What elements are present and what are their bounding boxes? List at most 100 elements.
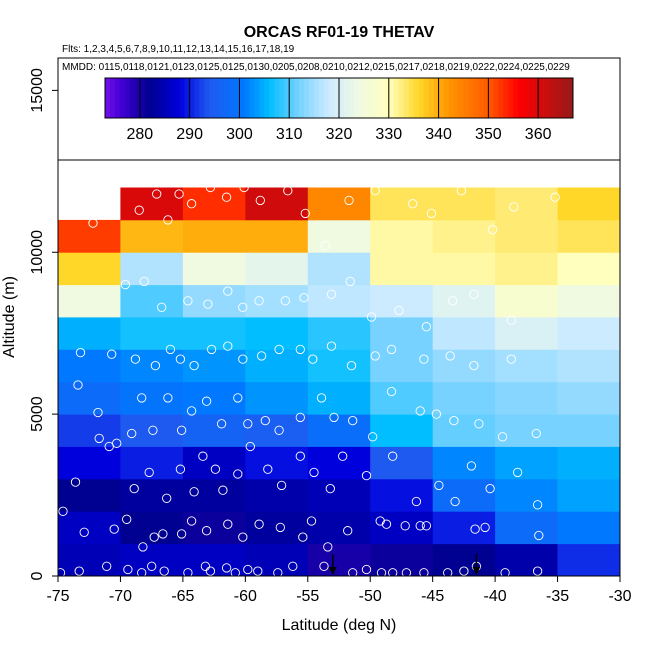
observation-point xyxy=(388,451,398,461)
colorbar-swatch xyxy=(478,78,484,118)
colorbar-swatch xyxy=(164,78,171,118)
observation-point xyxy=(343,526,353,536)
colorbar-swatch xyxy=(289,78,295,118)
colorbar-swatch xyxy=(383,78,390,118)
heatmap-cell xyxy=(370,478,433,512)
heatmap-cell xyxy=(495,187,558,221)
observation-point xyxy=(134,205,144,215)
observation-point xyxy=(260,415,270,426)
observation-point xyxy=(223,519,233,529)
heatmap-cell xyxy=(495,284,558,318)
heatmap-cell xyxy=(245,317,309,350)
observation-point xyxy=(295,451,305,461)
colorbar-swatch xyxy=(119,78,126,118)
observation-point xyxy=(70,477,81,487)
colorbar-swatch xyxy=(144,78,151,118)
x-tick-label: -45 xyxy=(421,588,444,605)
colorbar-tick-label: 280 xyxy=(126,126,153,143)
heatmap-cell xyxy=(495,478,558,512)
observation-point xyxy=(497,432,508,442)
observation-point xyxy=(255,195,265,206)
observation-point xyxy=(431,409,442,419)
heatmap-cell xyxy=(432,252,496,286)
observation-point xyxy=(256,351,267,361)
heatmap-cell xyxy=(245,478,309,512)
heatmap-cell xyxy=(307,317,371,350)
heatmap-cell xyxy=(557,446,621,480)
observation-point xyxy=(361,564,372,575)
heatmap-cell xyxy=(120,284,184,318)
observation-point xyxy=(319,561,329,571)
heatmap-cell xyxy=(557,414,621,447)
observation-point xyxy=(326,289,337,299)
heatmap-cell xyxy=(495,414,558,447)
colorbar-swatch xyxy=(179,78,185,118)
colorbar-swatch xyxy=(159,78,166,118)
colorbar-swatch xyxy=(368,78,375,118)
heatmap-cell xyxy=(120,381,184,415)
colorbar-swatch xyxy=(533,78,539,118)
observation-point xyxy=(470,524,480,534)
observation-point xyxy=(469,360,479,371)
observation-point xyxy=(421,322,432,332)
colorbar-swatch xyxy=(498,78,504,118)
colorbar-swatch xyxy=(139,78,146,118)
observation-point xyxy=(203,299,213,309)
observation-point xyxy=(73,380,83,390)
observation-point xyxy=(300,208,310,219)
colorbar-swatch xyxy=(274,78,280,118)
observation-point xyxy=(176,425,187,435)
colorbar-swatch xyxy=(224,78,230,118)
colorbar-swatch xyxy=(468,78,474,118)
heatmap-cell xyxy=(245,349,309,383)
observation-point xyxy=(295,412,305,423)
heatmap-cell xyxy=(432,446,496,480)
observation-point xyxy=(233,469,243,479)
colorbar-swatch xyxy=(363,78,370,118)
observation-point xyxy=(157,302,167,312)
observation-point xyxy=(512,467,523,478)
colorbar-swatch xyxy=(563,78,569,118)
observation-point xyxy=(104,441,114,452)
observation-point xyxy=(127,428,137,439)
observation-points xyxy=(55,182,560,578)
chart-title: ORCAS RF01-19 THETAV xyxy=(244,24,435,41)
observation-point xyxy=(447,296,458,306)
colorbar-swatch xyxy=(558,78,564,118)
colorbar-swatch xyxy=(239,78,245,118)
colorbar-swatch xyxy=(423,78,429,118)
heatmap-cell xyxy=(307,187,371,221)
heatmap-cell xyxy=(495,511,558,545)
x-tick-label: -75 xyxy=(46,588,69,605)
heatmap-cell xyxy=(58,446,121,480)
heatmap-cell xyxy=(120,349,184,383)
heatmap-cell xyxy=(245,543,309,577)
observation-point xyxy=(205,182,216,193)
heatmap-cell xyxy=(120,252,184,286)
colorbar-swatch xyxy=(169,78,175,118)
heatmap-cell xyxy=(182,252,246,286)
heatmap-cell xyxy=(432,511,496,545)
heatmap-cell xyxy=(432,381,496,415)
observation-point xyxy=(288,561,298,571)
colorbar-swatch xyxy=(528,78,534,118)
colorbar-swatch xyxy=(433,78,439,118)
observation-point xyxy=(200,561,211,571)
observation-point xyxy=(487,224,498,235)
observation-point xyxy=(274,425,284,435)
observation-point xyxy=(238,532,248,542)
colorbar-swatch xyxy=(418,78,424,118)
observation-point xyxy=(94,433,104,444)
observation-point xyxy=(239,182,249,193)
observation-point xyxy=(480,522,490,533)
observation-point xyxy=(388,568,398,578)
colorbar xyxy=(104,77,574,119)
colorbar-swatch xyxy=(483,78,489,118)
observation-point xyxy=(221,563,232,573)
heatmap-cell xyxy=(182,349,246,383)
observation-point xyxy=(450,496,460,507)
heatmap-cell xyxy=(370,284,433,318)
colorbar-swatch xyxy=(279,78,285,118)
observation-point xyxy=(485,483,495,494)
observation-point xyxy=(189,487,199,497)
